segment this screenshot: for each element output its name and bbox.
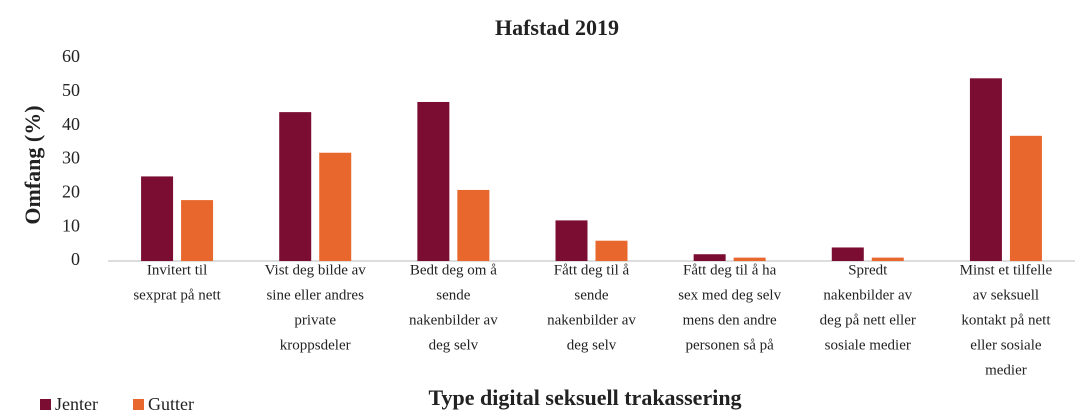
- bar: [969, 78, 1002, 261]
- x-tick-label: Invitert til: [147, 262, 207, 278]
- x-tick-label: mens den andre: [683, 312, 777, 328]
- y-axis-title: Omfang (%): [20, 105, 45, 224]
- y-tick-label: 50: [62, 80, 80, 100]
- y-tick-label: 10: [62, 215, 80, 235]
- legend-label: Gutter: [148, 394, 194, 414]
- x-tick-label: sine eller andres: [266, 287, 364, 303]
- bar: [831, 247, 864, 261]
- x-tick-label: private: [294, 312, 336, 328]
- x-tick-label: Fått deg til å ha: [683, 262, 777, 278]
- bar: [141, 176, 174, 261]
- x-tick-label: Fått deg til å: [554, 262, 630, 278]
- bar: [693, 254, 726, 261]
- x-tick-label: nakenbilder av: [547, 312, 636, 328]
- x-tick-label: sende: [574, 287, 608, 303]
- x-tick-label: Spredt: [848, 262, 888, 278]
- x-tick-label: av seksuell: [973, 287, 1039, 303]
- bar: [319, 152, 352, 261]
- legend-label: Jenter: [55, 394, 98, 414]
- y-tick-label: 0: [71, 249, 80, 269]
- x-tick-label: deg selv: [429, 337, 479, 353]
- x-tick-label: sexprat på nett: [133, 287, 221, 303]
- x-tick-label: deg på nett eller: [820, 312, 916, 328]
- x-tick-label: Minst et tilfelle: [960, 262, 1053, 278]
- bar: [417, 101, 450, 261]
- bar: [279, 112, 312, 261]
- bar: [595, 240, 628, 261]
- y-tick-label: 60: [62, 46, 80, 66]
- x-tick-label: nakenbilder av: [409, 312, 498, 328]
- bar: [733, 257, 766, 261]
- bar: [555, 220, 588, 261]
- x-tick-label: deg selv: [567, 337, 617, 353]
- bar: [871, 257, 904, 261]
- x-tick-label: Bedt deg om å: [410, 262, 497, 278]
- x-tick-label: kontakt på nett: [961, 312, 1051, 328]
- x-tick-label: sex med deg selv: [678, 287, 781, 303]
- x-tick-label: sosiale medier: [825, 337, 911, 353]
- y-tick-label: 30: [62, 148, 80, 168]
- x-tick-label: personen så på: [685, 337, 774, 353]
- x-tick-label: kroppsdeler: [280, 337, 351, 353]
- x-tick-label: Vist deg bilde av: [265, 262, 367, 278]
- x-tick-label: sende: [436, 287, 470, 303]
- y-tick-label: 20: [62, 181, 80, 201]
- bar: [457, 189, 490, 261]
- bar: [181, 200, 214, 261]
- bar: [1009, 135, 1042, 261]
- x-tick-label: eller sosiale: [970, 337, 1042, 353]
- x-tick-label: nakenbilder av: [823, 287, 912, 303]
- legend-swatch: [40, 399, 51, 410]
- legend-swatch: [133, 399, 144, 410]
- chart-title: Hafstad 2019: [495, 15, 619, 40]
- x-axis-title: Type digital seksuell trakassering: [428, 385, 741, 410]
- y-tick-label: 40: [62, 114, 80, 134]
- x-tick-label: medier: [985, 362, 1027, 378]
